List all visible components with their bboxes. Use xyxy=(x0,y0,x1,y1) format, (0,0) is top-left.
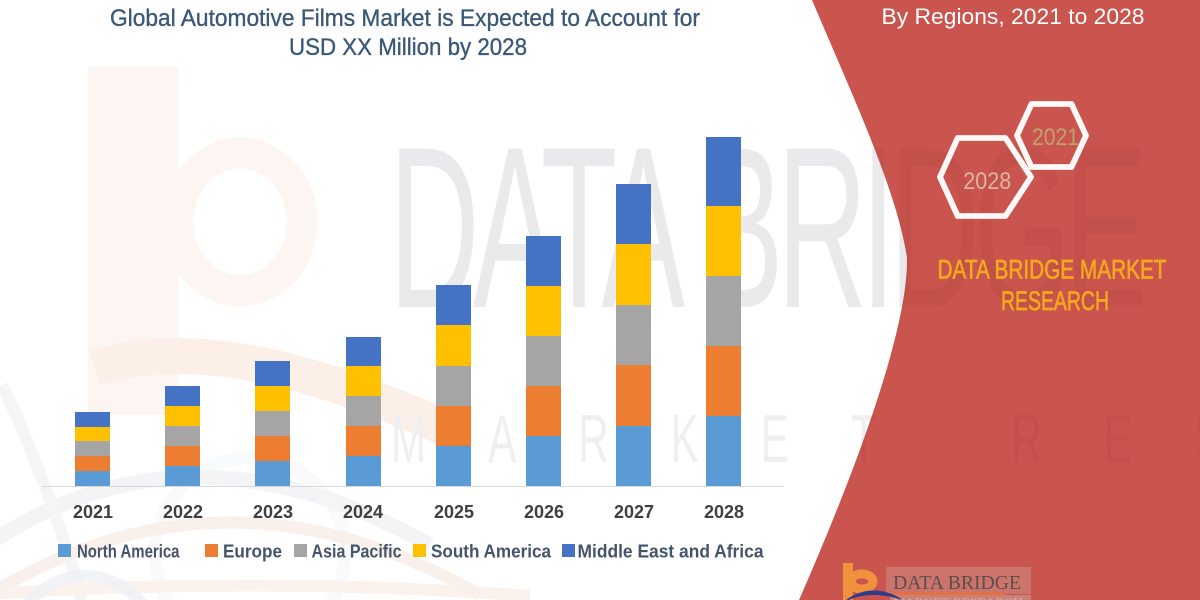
svg-text:North America: North America xyxy=(77,542,180,562)
svg-text:USD XX Million by 2028: USD XX Million by 2028 xyxy=(289,34,527,61)
svg-text:Europe: Europe xyxy=(223,542,282,562)
svg-text:2028: 2028 xyxy=(963,168,1011,195)
svg-text:Middle East and Africa: Middle East and Africa xyxy=(578,542,765,562)
svg-text:2021: 2021 xyxy=(1032,124,1079,151)
svg-text:MARKET RESEARCH: MARKET RESEARCH xyxy=(391,401,1200,477)
svg-text:Global Automotive Films Market: Global Automotive Films Market is Expect… xyxy=(110,5,700,32)
svg-text:South America: South America xyxy=(431,542,552,562)
svg-text:By Regions, 2021 to 2028: By Regions, 2021 to 2028 xyxy=(882,4,1145,29)
svg-text:RESEARCH: RESEARCH xyxy=(1001,286,1109,316)
svg-text:DATA BRIDGE MARKET: DATA BRIDGE MARKET xyxy=(938,255,1167,285)
svg-text:Asia Pacific: Asia Pacific xyxy=(312,542,402,562)
svg-text:DATA BRIDGE: DATA BRIDGE xyxy=(389,100,1143,357)
svg-text:DATA BRIDGE: DATA BRIDGE xyxy=(893,572,1021,594)
svg-text:MARKET RESEARCH: MARKET RESEARCH xyxy=(893,595,1023,600)
